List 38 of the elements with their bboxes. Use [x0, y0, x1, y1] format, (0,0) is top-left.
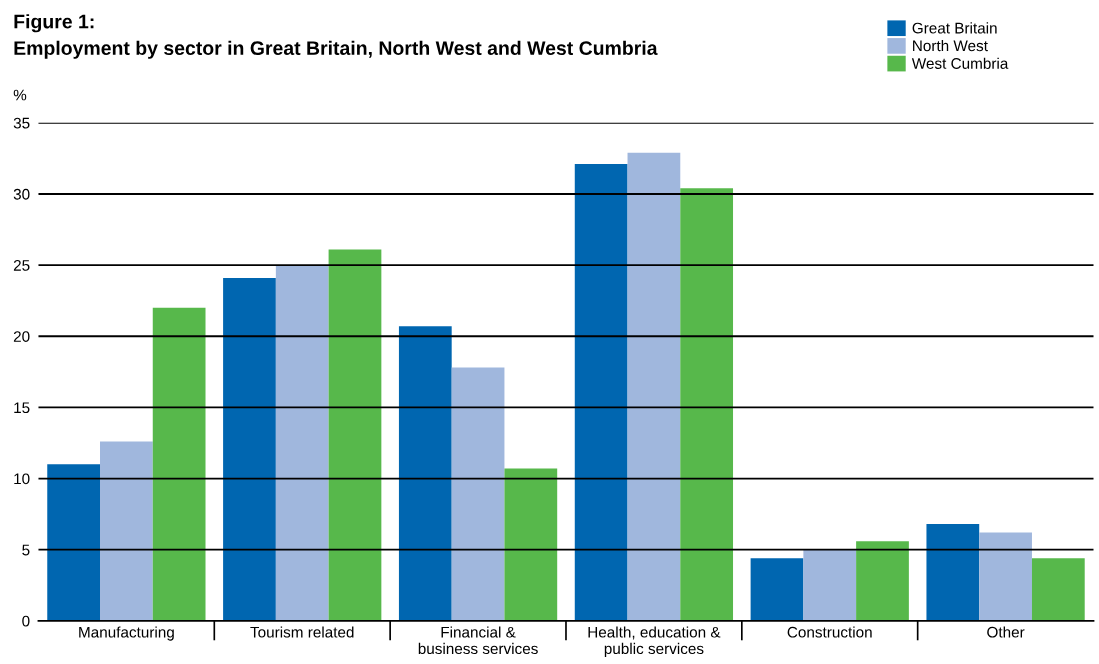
x-tick-label: Manufacturing: [79, 626, 174, 641]
bar: [856, 541, 909, 621]
x-tick-label: Health, education & public services: [588, 626, 721, 658]
y-tick-label: 25: [13, 259, 30, 271]
chart-title: Figure 1:: [14, 14, 94, 33]
legend-label: Great Britain: [912, 22, 997, 34]
chart-subtitle: Employment by sector in Great Britain, North West and West Cumbria: [14, 40, 658, 59]
x-tick-label: Financial & business services: [418, 626, 538, 655]
bar: [398, 326, 452, 621]
x-tick-label: Construction: [787, 626, 872, 638]
bar: [223, 277, 276, 621]
x-tick-label: Other: [987, 626, 1025, 638]
bar: [574, 164, 628, 621]
y-tick-label: 0: [22, 615, 30, 627]
legend-label: North West: [913, 39, 988, 52]
y-tick-label: 35: [13, 117, 30, 129]
bar: [803, 549, 857, 621]
bar: [680, 188, 734, 621]
bar: [979, 532, 1032, 621]
x-tick-label: Tourism related: [250, 626, 354, 638]
bar: [275, 265, 329, 621]
bar: [328, 249, 382, 621]
bar: [750, 558, 804, 621]
y-tick-label: 30: [13, 188, 30, 200]
legend-label: West Cumbria: [911, 57, 1009, 69]
bar: [100, 441, 153, 621]
y-tick-label: 20: [13, 331, 30, 342]
bar: [451, 367, 505, 621]
y-tick-label: 10: [14, 473, 30, 485]
bar: [627, 152, 681, 621]
y-tick-label: 5: [22, 544, 30, 556]
bar: [47, 464, 101, 621]
bar: [504, 468, 558, 621]
bar: [152, 307, 206, 621]
y-axis-title: %: [13, 89, 27, 101]
y-tick-label: 15: [14, 402, 30, 414]
bar: [926, 524, 980, 621]
bar: [1031, 558, 1085, 621]
